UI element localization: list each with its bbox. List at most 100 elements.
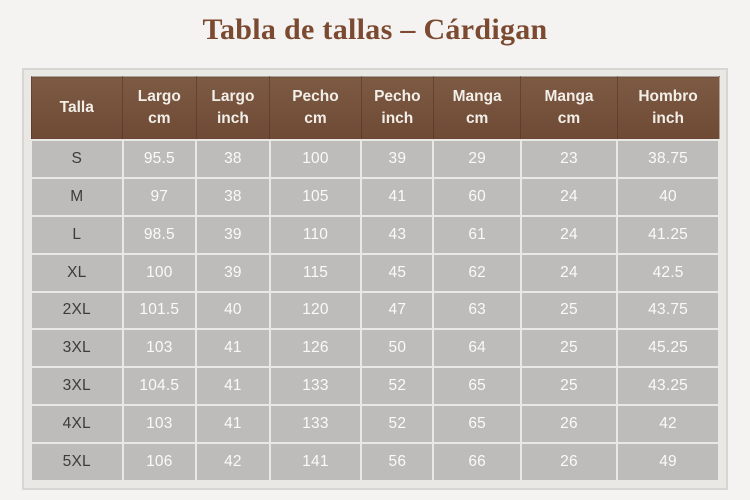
col-header-hombro-inch: Hombro inch <box>616 76 720 141</box>
value-cell: 63 <box>432 290 522 331</box>
value-cell: 103 <box>121 404 198 444</box>
table-row: 2XL 101.5 40 120 47 63 25 43.75 <box>30 290 720 331</box>
col-header-largo-cm: Largo cm <box>122 76 197 141</box>
value-cell: 42 <box>195 442 271 482</box>
col-header-pecho-inch: Pecho inch <box>360 76 434 141</box>
col-header-talla: Talla <box>30 76 123 141</box>
header-label: Manga <box>544 87 594 105</box>
value-cell: 39 <box>195 214 271 255</box>
value-cell: 61 <box>432 214 522 255</box>
value-cell: 104.5 <box>121 366 198 407</box>
value-cell: 38.75 <box>616 139 720 179</box>
col-header-manga-cm: Manga cm <box>432 76 522 141</box>
value-cell: 25 <box>519 366 619 407</box>
value-cell: 41 <box>195 366 271 407</box>
header-unit: inch <box>381 110 414 127</box>
value-cell: 101.5 <box>121 290 198 331</box>
table-row: XL 100 39 115 45 62 24 42.5 <box>30 252 720 293</box>
value-cell: 97 <box>121 176 198 217</box>
table-row: M 97 38 105 41 60 24 40 <box>30 176 720 217</box>
value-cell: 45.25 <box>616 328 720 369</box>
col-header-manga-cm-2: Manga cm <box>520 76 618 141</box>
header-row: Talla Largo cm Largo inch Pecho cm <box>30 76 720 141</box>
header-label: Pecho <box>292 87 339 105</box>
value-cell: 133 <box>268 366 363 407</box>
table-row: S 95.5 38 100 39 29 23 38.75 <box>30 139 720 179</box>
value-cell: 43.75 <box>616 290 720 331</box>
value-cell: 52 <box>360 366 435 407</box>
table-row: 5XL 106 42 141 56 66 26 49 <box>30 442 720 482</box>
size-table: Talla Largo cm Largo inch Pecho cm <box>30 76 720 482</box>
page-title: Tabla de tallas – Cárdigan <box>202 13 548 46</box>
value-cell: 43 <box>360 214 435 255</box>
value-cell: 106 <box>121 442 198 482</box>
value-cell: 60 <box>432 176 522 217</box>
value-cell: 39 <box>195 252 271 293</box>
value-cell: 38 <box>195 176 271 217</box>
table-row: L 98.5 39 110 43 61 24 41.25 <box>30 214 720 255</box>
size-cell: 2XL <box>30 290 124 331</box>
value-cell: 100 <box>121 252 198 293</box>
value-cell: 120 <box>268 290 363 331</box>
table-row: 4XL 103 41 133 52 65 26 42 <box>30 404 720 444</box>
value-cell: 110 <box>268 214 363 255</box>
value-cell: 100 <box>268 139 363 179</box>
header-unit: cm <box>304 110 327 127</box>
value-cell: 56 <box>360 442 435 482</box>
value-cell: 23 <box>519 139 619 179</box>
value-cell: 24 <box>519 214 619 255</box>
value-cell: 24 <box>519 176 619 217</box>
value-cell: 103 <box>121 328 198 369</box>
value-cell: 25 <box>519 328 619 369</box>
table-row: 3XL 103 41 126 50 64 25 45.25 <box>30 328 720 369</box>
header-label: Largo <box>211 87 255 105</box>
value-cell: 38 <box>195 139 271 179</box>
col-header-largo-inch: Largo inch <box>195 76 271 141</box>
value-cell: 42 <box>616 404 720 444</box>
value-cell: 39 <box>360 139 435 179</box>
size-cell: 3XL <box>30 366 124 407</box>
value-cell: 41 <box>360 176 435 217</box>
value-cell: 50 <box>360 328 435 369</box>
value-cell: 26 <box>519 404 619 444</box>
value-cell: 29 <box>432 139 522 179</box>
header-unit: inch <box>216 110 249 127</box>
value-cell: 25 <box>519 290 619 331</box>
value-cell: 62 <box>432 252 522 293</box>
size-table-frame: Talla Largo cm Largo inch Pecho cm <box>22 68 728 490</box>
header-unit: cm <box>465 110 489 127</box>
size-cell: 5XL <box>30 442 124 482</box>
value-cell: 47 <box>360 290 435 331</box>
header-label: Pecho <box>374 87 421 105</box>
value-cell: 24 <box>519 252 619 293</box>
value-cell: 40 <box>616 176 720 217</box>
value-cell: 126 <box>268 328 363 369</box>
value-cell: 52 <box>360 404 435 444</box>
size-cell: M <box>30 176 124 217</box>
value-cell: 115 <box>268 252 363 293</box>
value-cell: 41 <box>195 404 271 444</box>
value-cell: 42.5 <box>616 252 720 293</box>
value-cell: 65 <box>432 404 522 444</box>
header-unit: cm <box>148 110 171 127</box>
value-cell: 49 <box>616 442 720 482</box>
header-label: Hombro <box>638 87 698 105</box>
header-label: Largo <box>137 87 181 105</box>
value-cell: 98.5 <box>121 214 198 255</box>
value-cell: 45 <box>360 252 435 293</box>
size-cell: S <box>30 139 124 179</box>
table-row: 3XL 104.5 41 133 52 65 25 43.25 <box>30 366 720 407</box>
value-cell: 26 <box>519 442 619 482</box>
header-unit: cm <box>557 110 581 127</box>
value-cell: 141 <box>268 442 363 482</box>
value-cell: 40 <box>195 290 271 331</box>
value-cell: 66 <box>432 442 522 482</box>
header-unit: inch <box>652 110 684 127</box>
value-cell: 65 <box>432 366 522 407</box>
value-cell: 41.25 <box>616 214 720 255</box>
value-cell: 43.25 <box>616 366 720 407</box>
size-cell: 4XL <box>30 404 124 444</box>
value-cell: 64 <box>432 328 522 369</box>
col-header-pecho-cm: Pecho cm <box>269 76 362 141</box>
